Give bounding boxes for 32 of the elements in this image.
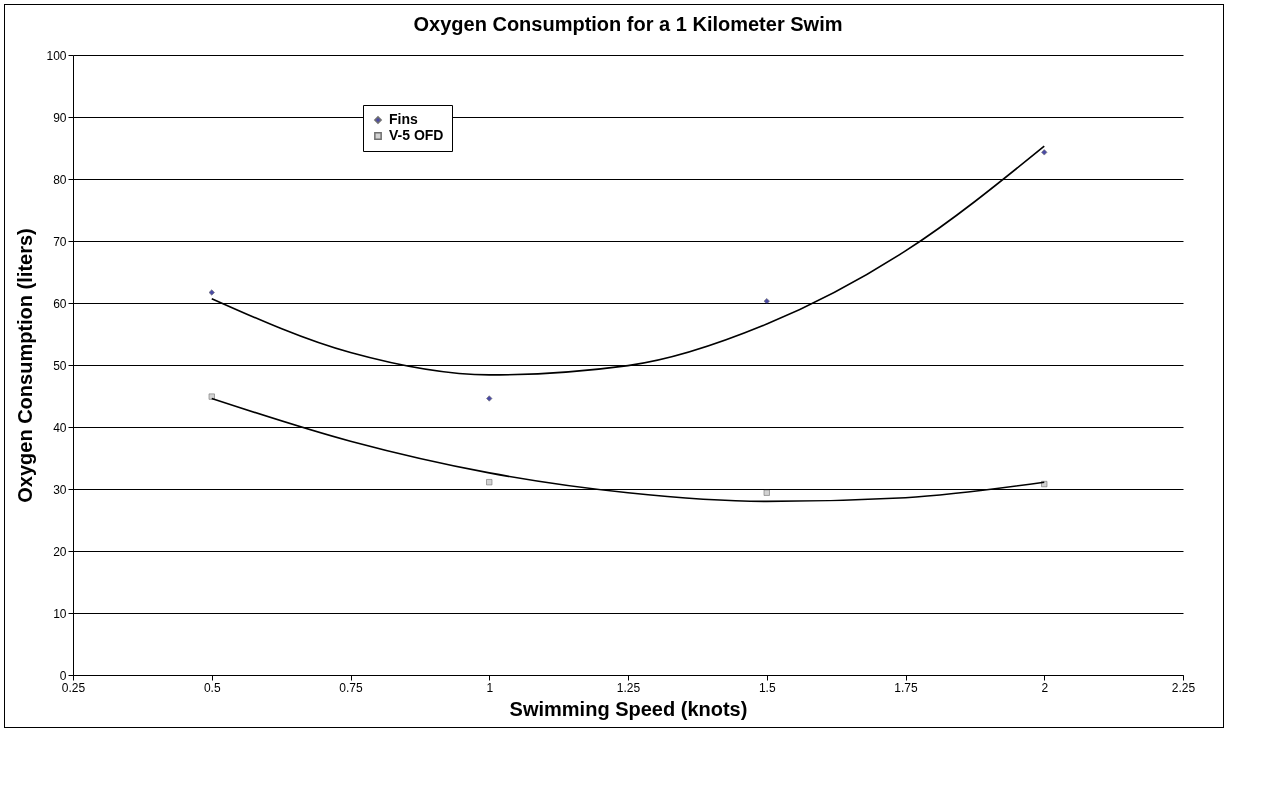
- legend-label: Fins: [389, 111, 418, 127]
- x-tick-label: 1.5: [758, 680, 776, 695]
- x-tick-label: 0.25: [61, 680, 86, 695]
- y-tick-label: 90: [53, 110, 67, 125]
- point: [486, 395, 493, 402]
- y-tick-label: 100: [46, 48, 67, 63]
- x-tick-label: 0.75: [339, 680, 363, 695]
- y-tick-label: 0: [59, 668, 67, 683]
- y-tick-label: 30: [53, 482, 67, 497]
- point: [1041, 149, 1048, 156]
- legend-label: V-5 OFD: [389, 127, 444, 143]
- point: [763, 298, 770, 305]
- x-tick-label: 0.5: [203, 680, 221, 695]
- point: [763, 489, 770, 496]
- point: [486, 479, 493, 486]
- y-tick-label: 70: [53, 234, 67, 249]
- x-tick-label: 2.25: [1171, 680, 1196, 695]
- y-tick-label: 50: [53, 358, 67, 373]
- point: [208, 289, 215, 296]
- y-tick-label: 80: [53, 172, 67, 187]
- y-tick-label: 20: [53, 544, 67, 559]
- y-tick-label: 60: [53, 296, 67, 311]
- point: [208, 393, 215, 400]
- y-axis-title: Oxygen Consumption (liters): [14, 228, 37, 503]
- x-tick-label: 1.75: [894, 680, 918, 695]
- x-tick-label: 1: [486, 680, 494, 695]
- y-tick-label: 10: [53, 606, 67, 621]
- x-tick-label: 2: [1041, 680, 1049, 695]
- y-tick-label: 40: [53, 420, 67, 435]
- chart-title: Oxygen Consumption for a 1 Kilometer Swim: [413, 13, 843, 35]
- x-tick-label: 1.25: [616, 680, 641, 695]
- x-axis-title: Swimming Speed (knots): [509, 697, 748, 720]
